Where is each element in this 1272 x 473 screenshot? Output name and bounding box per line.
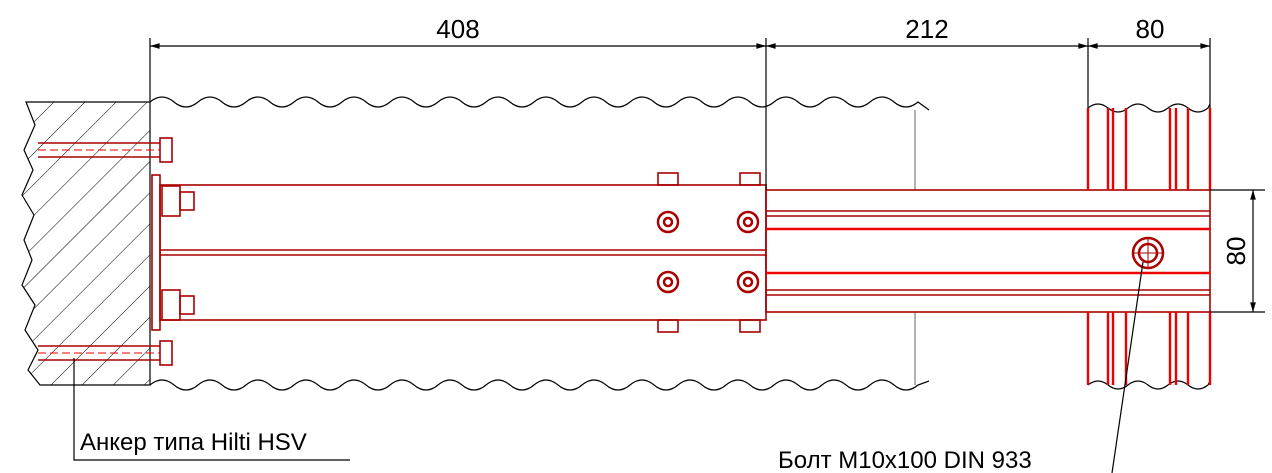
profile xyxy=(765,189,1211,313)
callout-label: Анкер типа Hilti HSV xyxy=(80,429,307,456)
wall xyxy=(21,101,151,386)
dimension-label: 80 xyxy=(1221,237,1251,266)
dimension-lines xyxy=(149,38,1265,313)
anchors xyxy=(38,137,173,366)
break-line-top xyxy=(149,96,930,111)
callout-label: Болт М10х100 DIN 933 xyxy=(778,447,1032,473)
dimension-label: 408 xyxy=(436,14,479,44)
bolts xyxy=(161,185,195,321)
beam xyxy=(159,184,767,321)
leader-line xyxy=(1111,261,1144,473)
leader-line xyxy=(73,358,350,461)
dimension-label: 212 xyxy=(905,14,948,44)
break-line-bottom xyxy=(149,379,930,391)
column xyxy=(1086,103,1212,390)
screws xyxy=(656,210,760,294)
column-bolt xyxy=(1131,236,1165,270)
dimension-label: 80 xyxy=(1136,14,1165,44)
base-plate xyxy=(151,174,161,331)
clamps xyxy=(657,172,761,333)
